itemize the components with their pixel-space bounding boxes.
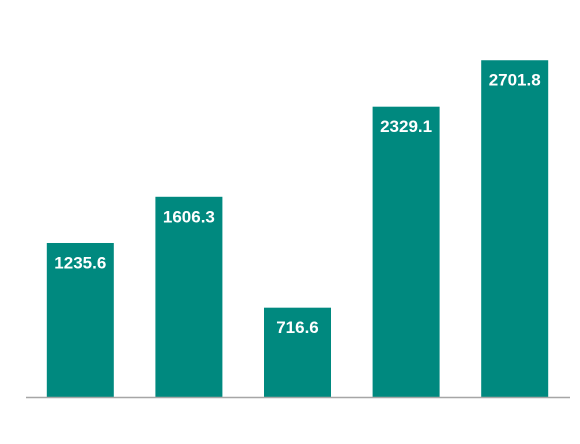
bar: [481, 60, 549, 397]
value-label: 1235.6: [54, 253, 106, 272]
value-label: 2701.8: [489, 71, 541, 90]
bar: [264, 307, 331, 397]
bar: [372, 106, 440, 397]
bar: [155, 196, 223, 397]
value-label: 2329.1: [380, 117, 432, 136]
bar: [46, 242, 114, 397]
value-label: 1606.3: [163, 207, 215, 226]
value-label: 716.6: [276, 318, 319, 337]
